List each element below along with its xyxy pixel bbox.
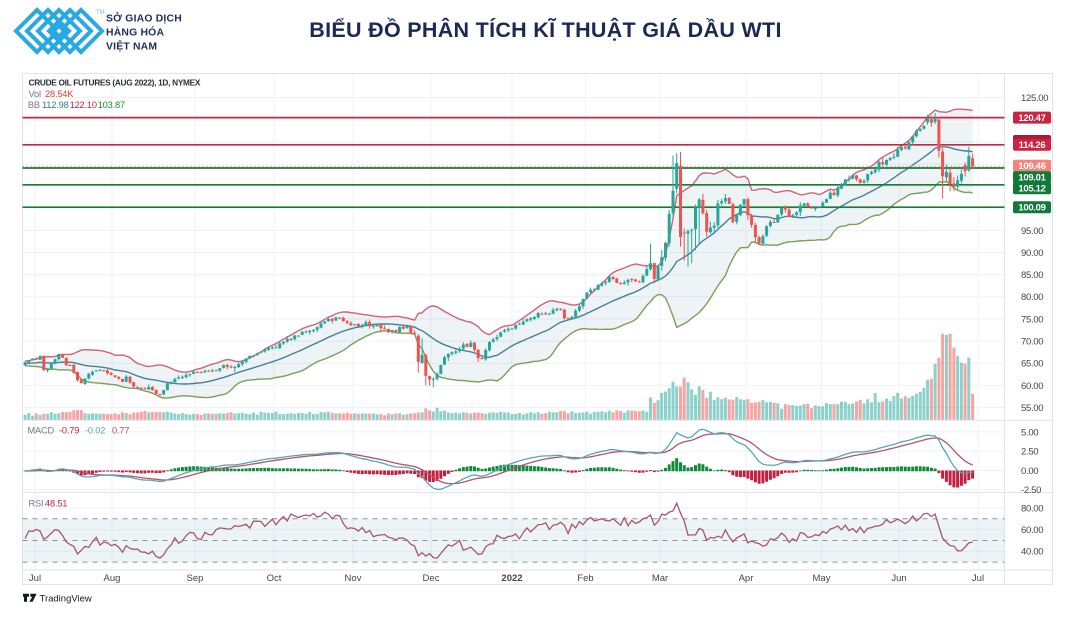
svg-text:TradingView: TradingView xyxy=(40,594,92,605)
svg-text:-0.79: -0.79 xyxy=(59,426,79,436)
svg-text:Dec: Dec xyxy=(423,573,440,584)
svg-text:HÀNG HÓA: HÀNG HÓA xyxy=(106,26,164,39)
svg-text:120.47: 120.47 xyxy=(1018,113,1045,124)
svg-text:MACD: MACD xyxy=(28,426,55,436)
svg-text:100.09: 100.09 xyxy=(1018,203,1045,214)
svg-text:114.26: 114.26 xyxy=(1019,140,1046,151)
svg-text:Aug: Aug xyxy=(104,573,121,584)
svg-text:Mar: Mar xyxy=(652,573,668,584)
svg-text:80.00: 80.00 xyxy=(1021,292,1043,303)
svg-text:103.87: 103.87 xyxy=(98,100,125,110)
svg-text:Vol: Vol xyxy=(29,89,41,99)
svg-text:0.77: 0.77 xyxy=(112,426,129,436)
svg-text:TM: TM xyxy=(96,10,105,16)
svg-text:95.00: 95.00 xyxy=(1021,226,1043,237)
svg-text:-0.02: -0.02 xyxy=(85,426,105,436)
svg-text:5.00: 5.00 xyxy=(1021,427,1038,438)
svg-text:Feb: Feb xyxy=(577,573,593,584)
svg-text:-2.50: -2.50 xyxy=(1021,485,1041,496)
svg-text:Oct: Oct xyxy=(267,573,282,584)
svg-text:40.00: 40.00 xyxy=(1021,547,1043,558)
svg-text:112.98: 112.98 xyxy=(42,100,69,110)
svg-text:CRUDE OIL FUTURES (AUG 2022),: CRUDE OIL FUTURES (AUG 2022), 1D, NYMEX xyxy=(29,78,201,88)
svg-text:48.51: 48.51 xyxy=(45,499,67,509)
svg-text:75.00: 75.00 xyxy=(1021,314,1043,325)
svg-text:90.00: 90.00 xyxy=(1021,248,1043,259)
svg-text:2.50: 2.50 xyxy=(1021,447,1038,458)
svg-text:Jul: Jul xyxy=(29,573,41,584)
svg-text:Jul: Jul xyxy=(972,573,984,584)
svg-text:125.00: 125.00 xyxy=(1021,93,1048,104)
svg-text:122.10: 122.10 xyxy=(70,100,97,110)
svg-text:105.12: 105.12 xyxy=(1018,184,1045,195)
svg-text:85.00: 85.00 xyxy=(1021,270,1043,281)
svg-text:Sep: Sep xyxy=(187,573,204,584)
svg-text:2022: 2022 xyxy=(501,573,522,584)
svg-text:65.00: 65.00 xyxy=(1021,359,1043,370)
svg-text:60.00: 60.00 xyxy=(1021,381,1043,392)
svg-text:BB: BB xyxy=(28,100,40,110)
svg-text:0.00: 0.00 xyxy=(1021,466,1038,477)
svg-text:80.00: 80.00 xyxy=(1021,503,1043,514)
svg-text:Nov: Nov xyxy=(345,573,362,584)
svg-text:Jun: Jun xyxy=(891,573,906,584)
svg-text:28.54K: 28.54K xyxy=(45,89,74,99)
svg-text:May: May xyxy=(813,573,831,584)
svg-text:Apr: Apr xyxy=(739,573,754,584)
svg-text:109.01: 109.01 xyxy=(1018,173,1046,184)
svg-text:SỞ GIAO DỊCH: SỞ GIAO DỊCH xyxy=(106,12,182,25)
svg-text:109.46: 109.46 xyxy=(1018,161,1045,172)
svg-text:55.00: 55.00 xyxy=(1021,403,1043,414)
svg-text:70.00: 70.00 xyxy=(1021,337,1043,348)
svg-text:RSI: RSI xyxy=(29,499,44,509)
svg-text:60.00: 60.00 xyxy=(1021,525,1043,536)
svg-text:VIỆT NAM: VIỆT NAM xyxy=(106,40,157,53)
